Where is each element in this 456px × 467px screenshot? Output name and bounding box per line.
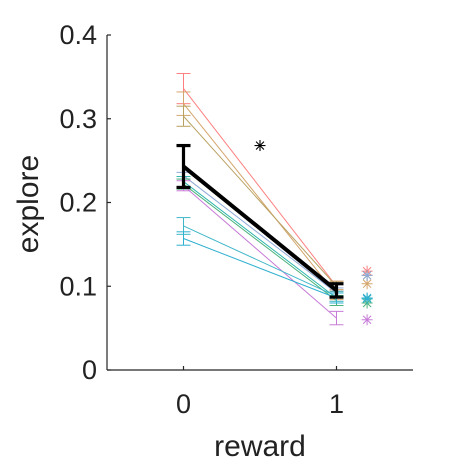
error-bar (329, 310, 344, 326)
mean-line (182, 164, 338, 292)
series-4-star-marker-stroke (362, 271, 372, 280)
series-5 (176, 176, 344, 304)
y-tick-label: 0.1 (59, 271, 97, 301)
error-bar (176, 105, 191, 127)
x-axis-title: reward (214, 430, 306, 463)
series-line (183, 225, 337, 297)
series-line (183, 183, 337, 301)
y-tick-label: 0.3 (59, 104, 97, 134)
series-9-star-marker (361, 292, 373, 304)
y-tick-label: 0 (82, 355, 97, 385)
series-4-star-marker (361, 269, 373, 281)
significance-star (254, 140, 266, 152)
series-9-star-marker-stroke (362, 293, 372, 303)
series-7-star-marker (361, 314, 373, 326)
significance-star-stroke (255, 141, 265, 150)
series-4 (176, 171, 344, 299)
y-axis-title: explore (12, 155, 45, 253)
mean-error-bar (329, 282, 344, 299)
x-tick-label: 0 (176, 389, 191, 419)
axes: 0 0.1 0.2 0.3 0.4 0 1 (59, 20, 413, 419)
x-tick-label: 1 (329, 389, 344, 419)
y-tick-label: 0.2 (59, 188, 97, 218)
series-line (183, 238, 337, 299)
marks-group (254, 140, 373, 326)
y-tick-label: 0.4 (59, 20, 97, 50)
series-line (183, 175, 337, 294)
series-line (183, 115, 337, 287)
series-line (183, 88, 337, 287)
series-line (183, 181, 337, 299)
series-6 (176, 178, 344, 307)
mean-error-bar (176, 143, 191, 190)
series-2-star-marker-stroke (362, 279, 372, 289)
error-bar (176, 231, 191, 246)
series-7-star-marker-stroke (362, 315, 372, 325)
series-group (176, 73, 344, 326)
mean-group (176, 143, 344, 299)
series-line (183, 103, 337, 295)
series-7 (176, 180, 344, 326)
series-9 (176, 231, 344, 304)
series-line (183, 185, 337, 319)
